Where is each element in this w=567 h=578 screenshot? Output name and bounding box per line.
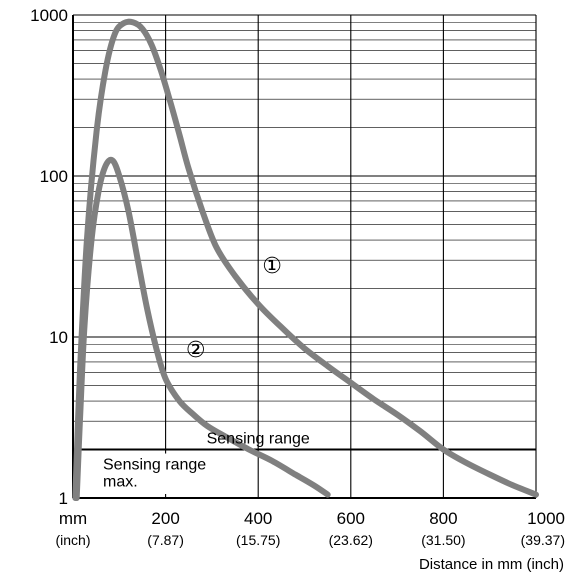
sensing-range-max-label-background — [83, 453, 245, 494]
curve-label-2: ② — [186, 337, 206, 362]
x-tick-sublabel: (inch) — [55, 532, 90, 548]
y-tick-labels: 1 10 100 1000 — [30, 6, 68, 508]
y-tick-label: 1000 — [30, 6, 68, 25]
series-line-2 — [73, 156, 331, 501]
sensing-range-max-label-line2: max. — [103, 474, 138, 491]
y-tick-label: 1 — [59, 489, 68, 508]
minor-y-gridlines — [73, 22, 536, 450]
x-tick-label: mm — [59, 509, 87, 528]
labels: Sensing range Sensing range max. Distanc… — [103, 431, 564, 573]
x-tick-labels: mm (inch) 200 (7.87) 400 (15.75) 600 (23.62) 800… — [55, 509, 565, 548]
sensing-range-label: Sensing range — [207, 431, 310, 448]
major-gridlines — [73, 14, 537, 498]
series-line-1 — [72, 18, 539, 501]
curve-label-1: ① — [262, 253, 282, 278]
x-tick-label: 200 — [151, 509, 179, 528]
y-tick-label: 100 — [40, 167, 68, 186]
x-tick-label: 400 — [244, 509, 272, 528]
x-tick-sublabel: (7.87) — [147, 532, 184, 548]
x-tick-sublabel: (15.75) — [236, 532, 280, 548]
x-axis-title: Distance in mm (inch) — [419, 556, 564, 573]
x-tick-label: 600 — [337, 509, 365, 528]
x-tick-label: 1000 — [527, 509, 565, 528]
sensing-range-band — [73, 448, 536, 499]
y-tick-label: 10 — [49, 328, 68, 347]
curve-labels: ①② — [186, 253, 282, 362]
series-layer — [72, 18, 539, 501]
x-tick-sublabel: (39.37) — [521, 532, 565, 548]
x-tick-sublabel: (31.50) — [421, 532, 465, 548]
x-tick-label: 800 — [429, 509, 457, 528]
x-tick-sublabel: (23.62) — [329, 532, 373, 548]
sensing-range-max-label-line1: Sensing range — [103, 457, 206, 474]
